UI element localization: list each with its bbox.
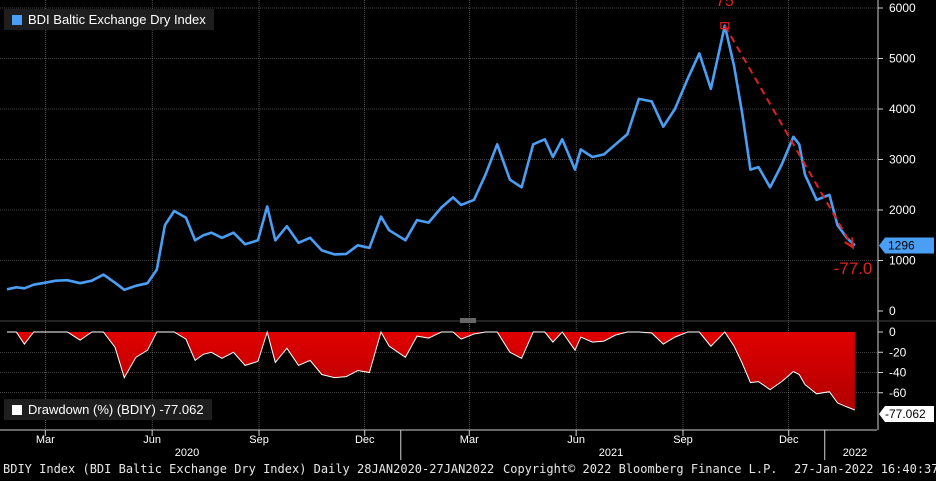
drawdown-label: -77.0 <box>834 259 873 278</box>
drawdown-arrow <box>723 25 854 249</box>
axes: 0 1000 2000 3000 4000 5000 6000 0 -20 -40 -60 Mar Ju… <box>0 0 936 460</box>
y-tick-label-top: 3000 <box>889 153 916 167</box>
y-tick-label-bottom: -60 <box>889 386 907 400</box>
footer-copyright: Copyright© 2022 Bloomberg Finance L.P. <box>503 462 778 476</box>
y-tick-label-top: 4000 <box>889 102 916 116</box>
last-value-tag-bdi <box>879 237 934 254</box>
grid-lines <box>0 0 877 430</box>
last-value-bdi: 1296 <box>888 239 915 253</box>
x-tick-label: Jun <box>143 434 161 446</box>
x-year-label: 2020 <box>175 447 199 459</box>
x-tick-label: Dec <box>355 434 375 446</box>
peak-marker <box>720 22 730 30</box>
drawdown-line <box>7 330 856 411</box>
peak-label: 75 <box>716 0 734 10</box>
legend-label-drawdown: Drawdown (%) (BDIY) -77.062 <box>28 402 204 417</box>
x-tick-label: Mar <box>460 434 479 446</box>
x-tick-label: Mar <box>36 434 55 446</box>
y-tick-label-bottom: -20 <box>889 345 907 359</box>
y-tick-label-top: 5000 <box>889 52 916 66</box>
y-tick-label-top: 2000 <box>889 203 916 217</box>
y-tick-label-bottom: 0 <box>889 325 896 339</box>
panel-resize-handle <box>460 318 476 323</box>
drawdown-panel <box>7 330 856 411</box>
x-year-label: 2021 <box>599 447 623 459</box>
footer-timestamp: 27-Jan-2022 16:40:37 <box>794 462 936 476</box>
x-tick-label: Jun <box>567 434 585 446</box>
legend-swatch-bdi <box>12 14 22 25</box>
y-tick-label-top: 6000 <box>889 1 916 15</box>
legend-label-bdi: BDI Baltic Exchange Dry Index <box>28 12 206 27</box>
bdi-price-panel: 75 -77.0 <box>6 0 873 292</box>
y-tick-label-bottom: -40 <box>889 366 907 380</box>
x-tick-label: Dec <box>779 434 799 446</box>
x-year-label: 2022 <box>843 447 867 459</box>
drawdown-arrow-head <box>844 237 855 250</box>
legend-bdi: BDI Baltic Exchange Dry Index <box>4 9 214 30</box>
y-tick-label-top: 0 <box>889 304 896 318</box>
y-tick-label-top: 1000 <box>889 254 916 268</box>
legend-swatch-drawdown <box>12 404 22 415</box>
footer-security: BDIY Index (BDI Baltic Exchange Dry Inde… <box>3 462 495 476</box>
bdi-line <box>6 24 856 292</box>
x-tick-label: Sep <box>673 434 693 446</box>
last-value-drawdown: -77.062 <box>885 407 926 421</box>
legend-drawdown: Drawdown (%) (BDIY) -77.062 <box>4 399 212 420</box>
x-tick-label: Sep <box>249 434 269 446</box>
last-value-tag-drawdown <box>879 406 934 423</box>
drawdown-area <box>7 332 855 410</box>
